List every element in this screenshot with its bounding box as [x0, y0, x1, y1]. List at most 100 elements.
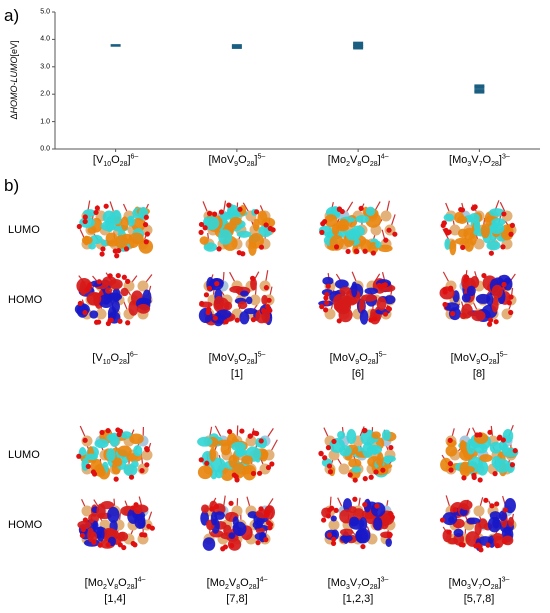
- orbital-lobe: [109, 432, 120, 447]
- oxygen: [494, 501, 500, 507]
- dash-mark: [353, 46, 364, 50]
- oxygen: [333, 244, 340, 250]
- orbital-lobe: [243, 308, 258, 315]
- orbital-lobe: [444, 238, 451, 250]
- dash-mark: [474, 84, 485, 88]
- oxygen: [471, 472, 477, 478]
- orbital-lobe: [220, 442, 232, 456]
- oxygen: [488, 250, 494, 256]
- orbital-lobe: [444, 302, 460, 312]
- atom: [328, 519, 340, 531]
- orbital-lobe: [330, 515, 337, 522]
- oxygen: [352, 477, 358, 483]
- orbital-lobe: [236, 230, 252, 238]
- atom: [380, 210, 392, 222]
- orbital-lobe: [378, 244, 393, 253]
- oxygen: [267, 225, 273, 232]
- orbital-lobe: [237, 301, 248, 310]
- oxygen: [146, 523, 152, 529]
- orbital-lobe: [136, 303, 151, 314]
- structure-formula: [MoV9O28]5–: [450, 351, 508, 367]
- oxygen: [130, 505, 136, 511]
- oxygen: [319, 304, 325, 310]
- orbital-lobe: [466, 517, 481, 525]
- orbital-lobe: [355, 528, 371, 544]
- oxygen: [105, 542, 111, 548]
- dash-mark: [474, 90, 485, 94]
- oxygen: [114, 253, 120, 259]
- orbital-lobe: [445, 445, 458, 457]
- oxygen: [383, 237, 389, 243]
- oxygen: [199, 300, 205, 307]
- structure-sites: [8]: [472, 368, 486, 380]
- orbital-lobe: [115, 234, 128, 249]
- oxygen: [501, 211, 507, 217]
- oxygen: [115, 272, 121, 279]
- orbital-lobe: [100, 221, 116, 232]
- orbital-lobe: [385, 538, 392, 547]
- orbital-lobe: [474, 522, 482, 536]
- molecule: [440, 424, 519, 483]
- y-tick-label: 3.0: [40, 63, 50, 71]
- orbital-lobe: [224, 222, 237, 231]
- oxygen: [91, 539, 97, 546]
- oxygen: [133, 502, 139, 508]
- orbital-lobe: [381, 429, 391, 441]
- orbital-lobe: [491, 218, 506, 227]
- orbital-lobe: [443, 213, 455, 222]
- oxygen: [353, 248, 359, 254]
- structure-sites: [5,7,8]: [463, 593, 495, 605]
- orbital-lobe: [86, 292, 102, 306]
- orbital-lobe: [337, 430, 346, 440]
- atom: [81, 505, 93, 517]
- orbital-lobe: [252, 520, 263, 529]
- molecule: [318, 271, 396, 325]
- oxygen: [501, 281, 507, 288]
- oxygen: [442, 301, 448, 308]
- orbital-lobe: [376, 451, 384, 467]
- oxygen: [330, 540, 337, 546]
- oxygen: [220, 546, 226, 552]
- oxygen: [362, 476, 368, 482]
- orbital-lobe: [133, 445, 143, 457]
- oxygen: [386, 533, 393, 539]
- oxygen: [336, 318, 342, 324]
- x-tick-label: [V10O28]6–: [92, 153, 139, 169]
- orbital-lobe: [96, 526, 105, 542]
- orbital-lobe: [339, 528, 354, 536]
- oxygen: [319, 229, 325, 235]
- orbital-lobe: [120, 431, 133, 439]
- oxygen: [206, 285, 213, 291]
- oxygen: [125, 320, 131, 326]
- orbital-lobe: [92, 520, 99, 531]
- oxygen: [331, 438, 337, 445]
- oxygen: [249, 275, 256, 281]
- oxygen: [326, 532, 333, 538]
- dash-mark: [353, 41, 364, 45]
- row-label: HOMO: [8, 294, 43, 306]
- orbital-lobe: [487, 516, 502, 533]
- orbital-lobe: [96, 503, 106, 519]
- orbital-lobe: [456, 215, 468, 224]
- oxygen: [345, 248, 351, 255]
- oxygen: [107, 318, 113, 324]
- oxygen: [229, 542, 235, 549]
- orbital-lobe: [133, 505, 143, 515]
- oxygen: [142, 222, 149, 228]
- molecule: [318, 200, 398, 256]
- orbital-lobe: [210, 511, 218, 526]
- oxygen: [267, 307, 273, 314]
- oxygen: [142, 532, 148, 538]
- orbital-lobe: [257, 210, 268, 226]
- atom: [338, 463, 350, 475]
- oxygen: [212, 315, 218, 321]
- oxygen: [324, 291, 330, 298]
- oxygen: [358, 205, 364, 211]
- oxygen: [439, 517, 446, 523]
- orbital-lobe: [442, 512, 458, 526]
- oxygen: [144, 446, 150, 452]
- oxygen: [386, 306, 392, 312]
- orbital-lobe: [88, 242, 96, 250]
- oxygen: [485, 542, 491, 548]
